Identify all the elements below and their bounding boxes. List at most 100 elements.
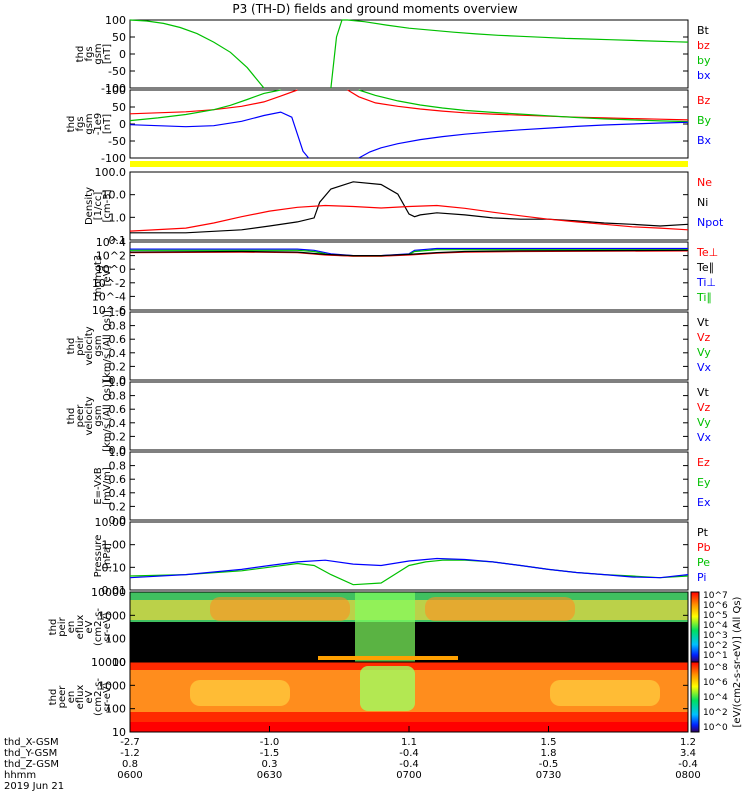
colorbar-tick-label: 10^6 (703, 601, 728, 611)
y-tick-label: -50 (108, 135, 126, 148)
series-Pi (129, 557, 689, 579)
y-tick-label: 0.6 (109, 473, 127, 486)
colorbar-tick-label: 10^2 (703, 708, 728, 718)
y-tick-label: 0.0 (109, 514, 127, 527)
spectrogram-hot-left (210, 597, 350, 621)
y-axis-label: thd (66, 116, 77, 133)
y-axis-label: en (66, 691, 77, 704)
panel-frame (129, 19, 689, 89)
y-axis-label: thd (66, 408, 77, 425)
legend-entry: Vt (697, 316, 710, 329)
legend-entry: Vz (697, 401, 711, 414)
legend-entry: Vt (697, 386, 710, 399)
y-axis-label: (cm2-s- (93, 678, 104, 716)
y-tick-label: 0.4 (109, 417, 127, 430)
colorbar-tick-label: 10^0 (703, 723, 728, 733)
x-tick-label: -1.5 (260, 748, 280, 759)
y-axis-label: thd (48, 619, 59, 636)
y-axis-label: [cm-3] (102, 189, 113, 222)
y-axis-label: gsm (93, 335, 104, 356)
y-tick-label: 0.4 (109, 347, 127, 360)
y-tick-label: 10^-2 (92, 277, 126, 290)
panel-peer_velocity: 1.00.80.60.40.20.0thdpeervelocitygsm[km/… (66, 376, 712, 457)
spectrogram-center (355, 592, 415, 662)
series-by_right (330, 19, 689, 89)
spectrogram-warm-right (550, 680, 660, 706)
y-axis-label: [nT] (102, 114, 113, 134)
y-tick-label: 10.0 (102, 189, 127, 202)
y-tick-label: 50 (112, 101, 126, 114)
y-axis-label: peer (57, 685, 68, 709)
plot-title: P3 (TH-D) fields and ground moments over… (232, 2, 517, 16)
legend-entry: Pt (697, 526, 709, 539)
x-tick-label: 1.2 (680, 737, 696, 748)
y-axis-label: (cm2-s- (93, 608, 104, 646)
panel-peer_spectrogram: 10000 1000 100 10 thdpeerenefluxeV(cm2-s-sr-… (48, 656, 689, 739)
legend-entry: Bz (697, 94, 711, 107)
legend-entry: Te∥ (696, 261, 714, 274)
y-axis-label: momgt3 (93, 255, 104, 297)
colorbar-tick-label: 10^7 (703, 591, 728, 601)
colorbar-top (690, 591, 700, 663)
colorbar-label: [eV/(cm2-s-sr-eV)] (All Qs) (732, 596, 743, 727)
x-tick-label: 0600 (117, 770, 142, 781)
panel-frame (129, 451, 689, 521)
panel-density: 100.0 10.0 1.0 0.1 Density[1/cc][cm-3] Ne Ni Np… (84, 166, 724, 247)
y-tick-label: 10^0 (96, 263, 126, 276)
y-tick-label: 1.0 (109, 376, 127, 389)
y-tick-label: 100 (105, 14, 126, 27)
colorbar-tick-label: 10^3 (703, 631, 728, 641)
y-tick-label: 100 (105, 703, 126, 716)
colorbar-tick-label: 10^6 (703, 678, 728, 688)
y-tick-label: 10^-4 (92, 290, 126, 303)
legend-entry: Bx (697, 134, 712, 147)
y-tick-label: 10.00 (95, 516, 127, 529)
panel-frame (129, 521, 689, 591)
y-tick-label: 0.01 (102, 584, 127, 597)
series-By_right (358, 89, 689, 123)
legend-entry: By (697, 114, 712, 127)
legend-entry: Ti∥ (696, 291, 712, 304)
y-tick-label: 0.4 (109, 487, 127, 500)
series-Bx_right (358, 121, 689, 159)
y-tick-label: 1.0 (109, 446, 127, 459)
y-axis-label: Density (84, 187, 95, 225)
legend-entry: Te⊥ (696, 246, 718, 259)
x-tick-label: 0630 (257, 770, 282, 781)
y-axis-label: -1e9 (93, 113, 104, 136)
x-row-label: thd_Y-GSM (4, 748, 57, 759)
y-tick-label: 0 (119, 118, 126, 131)
y-axis-label: thd (75, 46, 86, 63)
x-tick-label: 0730 (536, 770, 561, 781)
panel-pressure: 10.00 1.00 0.10 0.01 Pressure[nPa] Pt Pb Pe Pi (93, 516, 711, 597)
y-tick-label: 0.6 (109, 333, 127, 346)
spectrogram-warm-left (190, 680, 290, 706)
y-axis-label: fgs (75, 116, 86, 131)
x-tick-label: 0.3 (262, 759, 278, 770)
legend-entry: bx (697, 69, 711, 82)
y-axis-label: E=-VxB (93, 467, 104, 504)
legend-entry: by (697, 54, 711, 67)
y-tick-label: 10^2 (96, 250, 126, 263)
y-tick-label: 0.2 (109, 360, 127, 373)
legend-entry: Ez (697, 456, 710, 469)
y-axis-label: [nT] (102, 44, 113, 64)
colorbar-tick-label: 10^4 (703, 621, 728, 631)
legend-entry: Npot (697, 216, 724, 229)
series-Ni (130, 181, 689, 234)
y-tick-label: -100 (101, 82, 126, 95)
y-tick-label: 100 (105, 84, 126, 97)
legend-entry: Bt (697, 24, 710, 37)
mode-bar (130, 161, 688, 167)
legend-entry: bz (697, 39, 710, 52)
panel-frame (129, 171, 689, 241)
x-row-label: thd_X-GSM (4, 737, 59, 748)
y-tick-label: 10000 (91, 586, 126, 599)
series-Ne (129, 204, 689, 232)
y-axis-label: eflux (75, 685, 86, 710)
legend-entry: Ey (697, 476, 711, 489)
y-tick-label: 0.2 (109, 430, 127, 443)
y-axis-label: velocity (84, 326, 95, 365)
y-axis-label: thd (48, 689, 59, 706)
